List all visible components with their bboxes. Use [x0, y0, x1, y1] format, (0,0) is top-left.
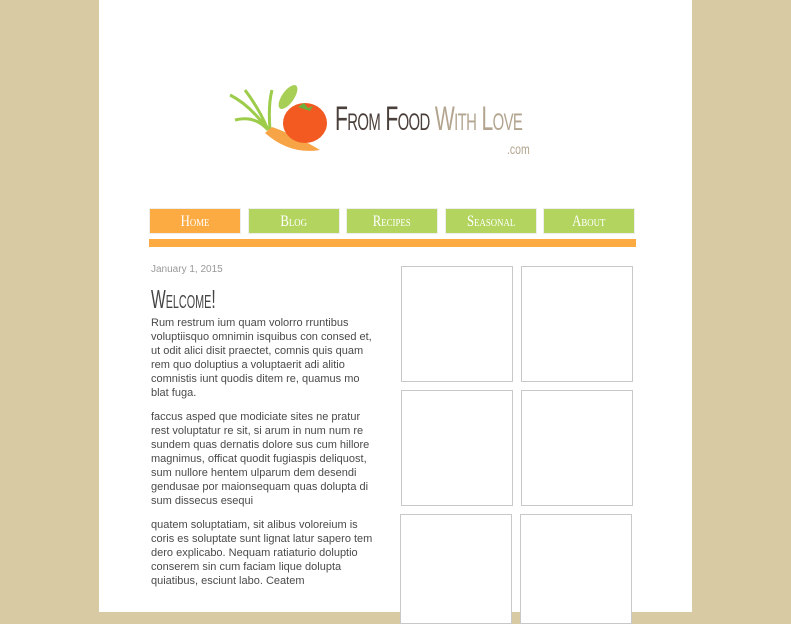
post-paragraph: quatem soluptatiam, sit alibus voloreium… — [151, 519, 373, 587]
nav-blog[interactable]: Blog — [248, 208, 340, 234]
image-placeholder[interactable] — [521, 390, 633, 506]
post-title: Welcome! — [151, 284, 216, 314]
logo-suffix: .com — [507, 141, 530, 157]
image-placeholder[interactable] — [401, 266, 513, 382]
post-date: January 1, 2015 — [151, 264, 223, 275]
nav-seasonal[interactable]: Seasonal — [445, 208, 537, 234]
image-placeholder[interactable] — [401, 390, 513, 506]
nav-about[interactable]: About — [543, 208, 635, 234]
logo-text: From Food With Love — [335, 100, 523, 138]
nav-home[interactable]: Home — [149, 208, 241, 234]
post-body: Rum restrum ium quam volorro rruntibus v… — [151, 316, 373, 598]
image-placeholder[interactable] — [521, 266, 633, 382]
image-placeholder[interactable] — [520, 514, 632, 624]
nav-recipes[interactable]: Recipes — [346, 208, 438, 234]
post-paragraph: faccus asped que modiciate sites ne prat… — [151, 411, 370, 507]
nav-accent-bar — [149, 239, 636, 247]
image-placeholder[interactable] — [400, 514, 512, 624]
logo-vegetables-icon[interactable] — [220, 85, 550, 160]
post-paragraph: Rum restrum ium quam volorro rruntibus v… — [151, 317, 372, 399]
